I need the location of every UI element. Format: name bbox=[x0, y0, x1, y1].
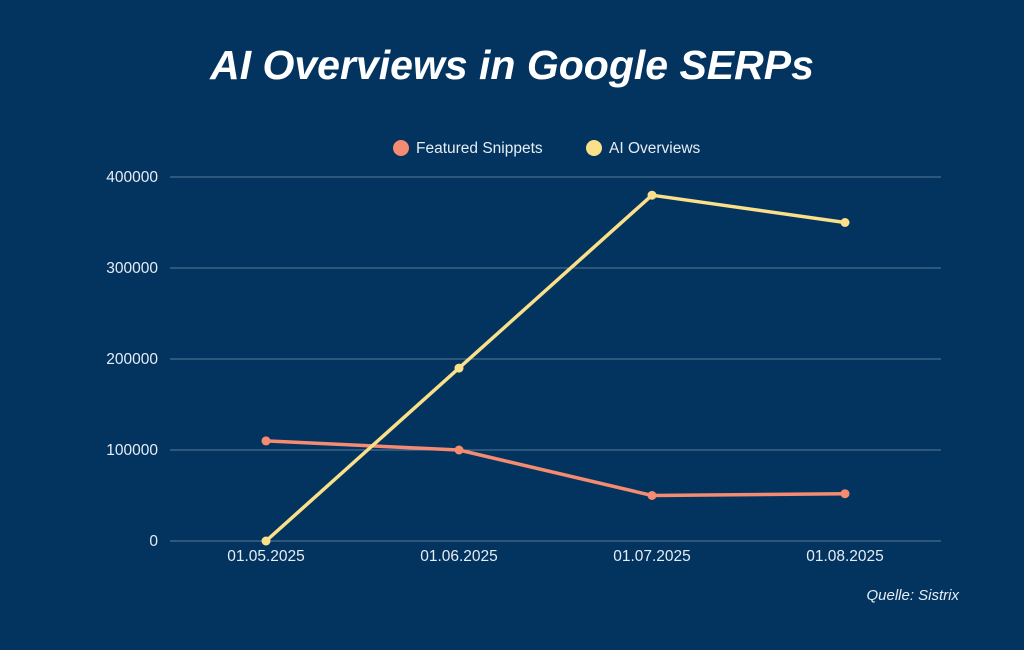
y-tick-label: 300000 bbox=[106, 260, 158, 277]
grid-lines bbox=[170, 176, 941, 542]
y-tick-label: 200000 bbox=[106, 351, 158, 368]
chart-legend: Featured Snippets AI Overviews bbox=[393, 140, 701, 157]
y-tick-label: 400000 bbox=[106, 169, 158, 186]
x-axis-ticks: 01.05.2025 01.06.2025 01.07.2025 01.08.2025 bbox=[227, 548, 884, 565]
series-ai-overviews bbox=[261, 190, 850, 546]
legend-label-featured-snippets: Featured Snippets bbox=[416, 140, 543, 157]
data-point-featured-snippets bbox=[454, 445, 464, 455]
data-point-featured-snippets bbox=[261, 436, 271, 446]
data-point-ai-overviews bbox=[454, 363, 464, 373]
data-point-ai-overviews bbox=[840, 218, 850, 227]
data-series bbox=[261, 190, 850, 546]
data-point-ai-overviews bbox=[647, 190, 657, 200]
chart-title: AI Overviews in Google SERPs bbox=[209, 42, 814, 88]
series-featured-snippets bbox=[261, 436, 850, 500]
y-tick-label: 0 bbox=[149, 533, 158, 550]
x-tick-label: 01.05.2025 bbox=[227, 548, 305, 565]
y-axis-ticks: 400000 300000 200000 100000 0 bbox=[106, 169, 158, 550]
x-tick-label: 01.08.2025 bbox=[806, 548, 884, 565]
y-tick-label: 100000 bbox=[106, 442, 158, 459]
data-point-ai-overviews bbox=[261, 536, 271, 546]
series-line-featured-snippets bbox=[264, 439, 847, 498]
data-point-featured-snippets bbox=[647, 491, 657, 500]
source-note: Quelle: Sistrix bbox=[866, 587, 959, 604]
legend-marker-featured-snippets bbox=[393, 140, 409, 156]
series-line-ai-overviews bbox=[264, 193, 847, 543]
legend-label-ai-overviews: AI Overviews bbox=[609, 140, 701, 157]
x-tick-label: 01.07.2025 bbox=[613, 548, 691, 565]
legend-marker-ai-overviews bbox=[586, 140, 602, 156]
x-tick-label: 01.06.2025 bbox=[420, 548, 498, 565]
data-point-featured-snippets bbox=[840, 489, 850, 499]
